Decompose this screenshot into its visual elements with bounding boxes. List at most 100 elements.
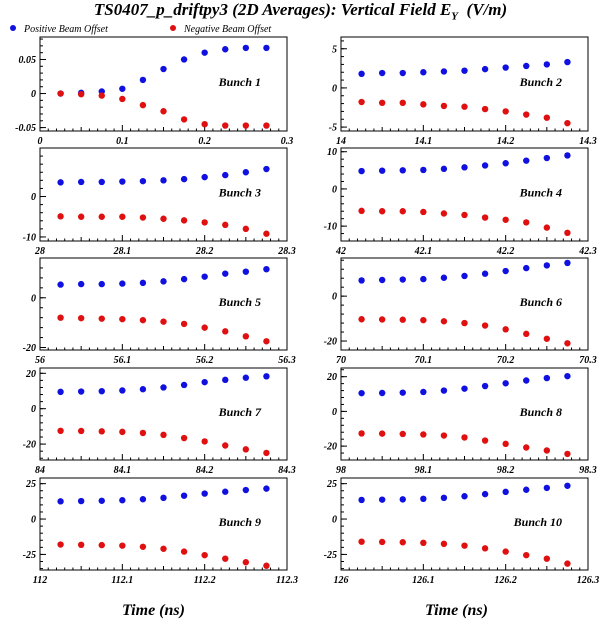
negative-point [201,551,208,559]
x-tick-label: 112.2 [194,575,216,586]
positive-point [98,178,105,186]
legend-label-negative: Negative Beam Offset [184,24,272,35]
y-tick-label: 20 [326,372,337,383]
x-tick-label: 56.3 [278,355,296,366]
negative-point [481,105,489,113]
positive-point [139,76,147,84]
negative-point [399,99,406,107]
bunch-label: Bunch 1 [218,75,261,89]
positive-point [77,280,85,288]
negative-point [440,318,448,325]
x-tick-label: 126.3 [577,575,600,586]
negative-point [358,207,365,215]
positive-point [502,488,509,496]
positive-point [180,175,188,183]
positive-point [119,280,126,287]
x-tick-label: 14.3 [579,136,597,147]
negative-point [461,211,468,219]
y-tick-label: 20 [25,369,36,380]
y-tick-label: -25 [23,550,36,561]
negative-point [378,208,386,215]
negative-point [481,322,489,329]
chart-panel-10: 126 126.1 126.2 126.3 -25 0 25 Bunch 10 [324,477,600,586]
bunch-label: Bunch 7 [218,405,262,419]
positive-point [440,274,448,281]
x-tick-label: 14.2 [497,136,515,147]
figure-title-main: TS0407_p_driftpy3 (2D Averages): Vertica… [93,0,452,19]
negative-point [98,428,105,435]
y-tick-label: 0 [332,184,337,195]
negative-point [160,431,167,439]
negative-point [180,548,188,555]
positive-point [502,380,509,387]
y-tick-label: 0 [31,89,36,100]
negative-point [242,225,250,233]
negative-point [461,103,468,110]
positive-point [358,389,365,397]
positive-point [222,376,229,384]
positive-point [523,157,530,164]
y-tick-label: 10 [327,147,337,158]
positive-point [263,165,270,173]
negative-point [139,101,147,109]
positive-point [160,494,167,502]
positive-point [180,492,188,499]
y-tick-label: 0 [332,407,337,418]
positive-point [543,61,551,68]
negative-point [201,324,208,331]
negative-point [119,95,126,103]
positive-point [358,167,365,175]
chart-panel-6: 70 70.1 70.2 70.3 -20 0 Bunch 6 [324,257,597,366]
bunch-label: Bunch 10 [513,515,562,529]
negative-point [180,116,188,123]
x-tick-label: 0.2 [198,136,211,147]
x-tick-label: 70.3 [579,355,597,366]
negative-point [420,208,427,216]
positive-point [523,62,530,70]
positive-point [440,68,448,75]
positive-point [564,58,571,66]
x-tick-label: 28 [34,246,45,257]
positive-point [119,85,126,92]
y-tick-label: 25 [326,479,337,490]
positive-point [98,497,105,504]
positive-point [420,388,427,396]
negative-point [420,316,427,324]
negative-point [57,541,64,548]
y-tick-label: 0 [31,293,36,304]
positive-point [543,262,551,269]
positive-point [378,276,386,284]
positive-point [222,46,229,53]
y-tick-label: -5 [329,123,337,134]
positive-point [399,167,406,174]
negative-point [420,539,427,547]
positive-point [440,165,448,173]
negative-point [119,213,126,220]
negative-point [358,98,365,106]
positive-point [420,69,427,76]
positive-point [57,388,64,396]
negative-point [263,230,270,237]
negative-point [461,319,468,327]
positive-point [98,387,105,395]
x-tick-label: 84.3 [278,465,296,476]
positive-point [263,373,270,380]
bunch-label: Bunch 8 [519,405,562,419]
positive-point [461,164,468,171]
negative-point [242,122,250,129]
positive-point [378,389,386,397]
negative-point [399,208,406,215]
x-tick-label: 42.3 [578,246,597,257]
positive-point [57,498,64,505]
negative-point [358,316,365,323]
positive-point [160,177,167,184]
positive-point [242,44,250,52]
negative-point [440,540,448,548]
x-axis-title-right: Time (ns) [425,602,488,619]
negative-point [543,224,551,231]
x-tick-label: 70.2 [497,355,515,366]
positive-point [543,484,551,492]
negative-point [399,430,406,438]
positive-point [263,44,270,52]
